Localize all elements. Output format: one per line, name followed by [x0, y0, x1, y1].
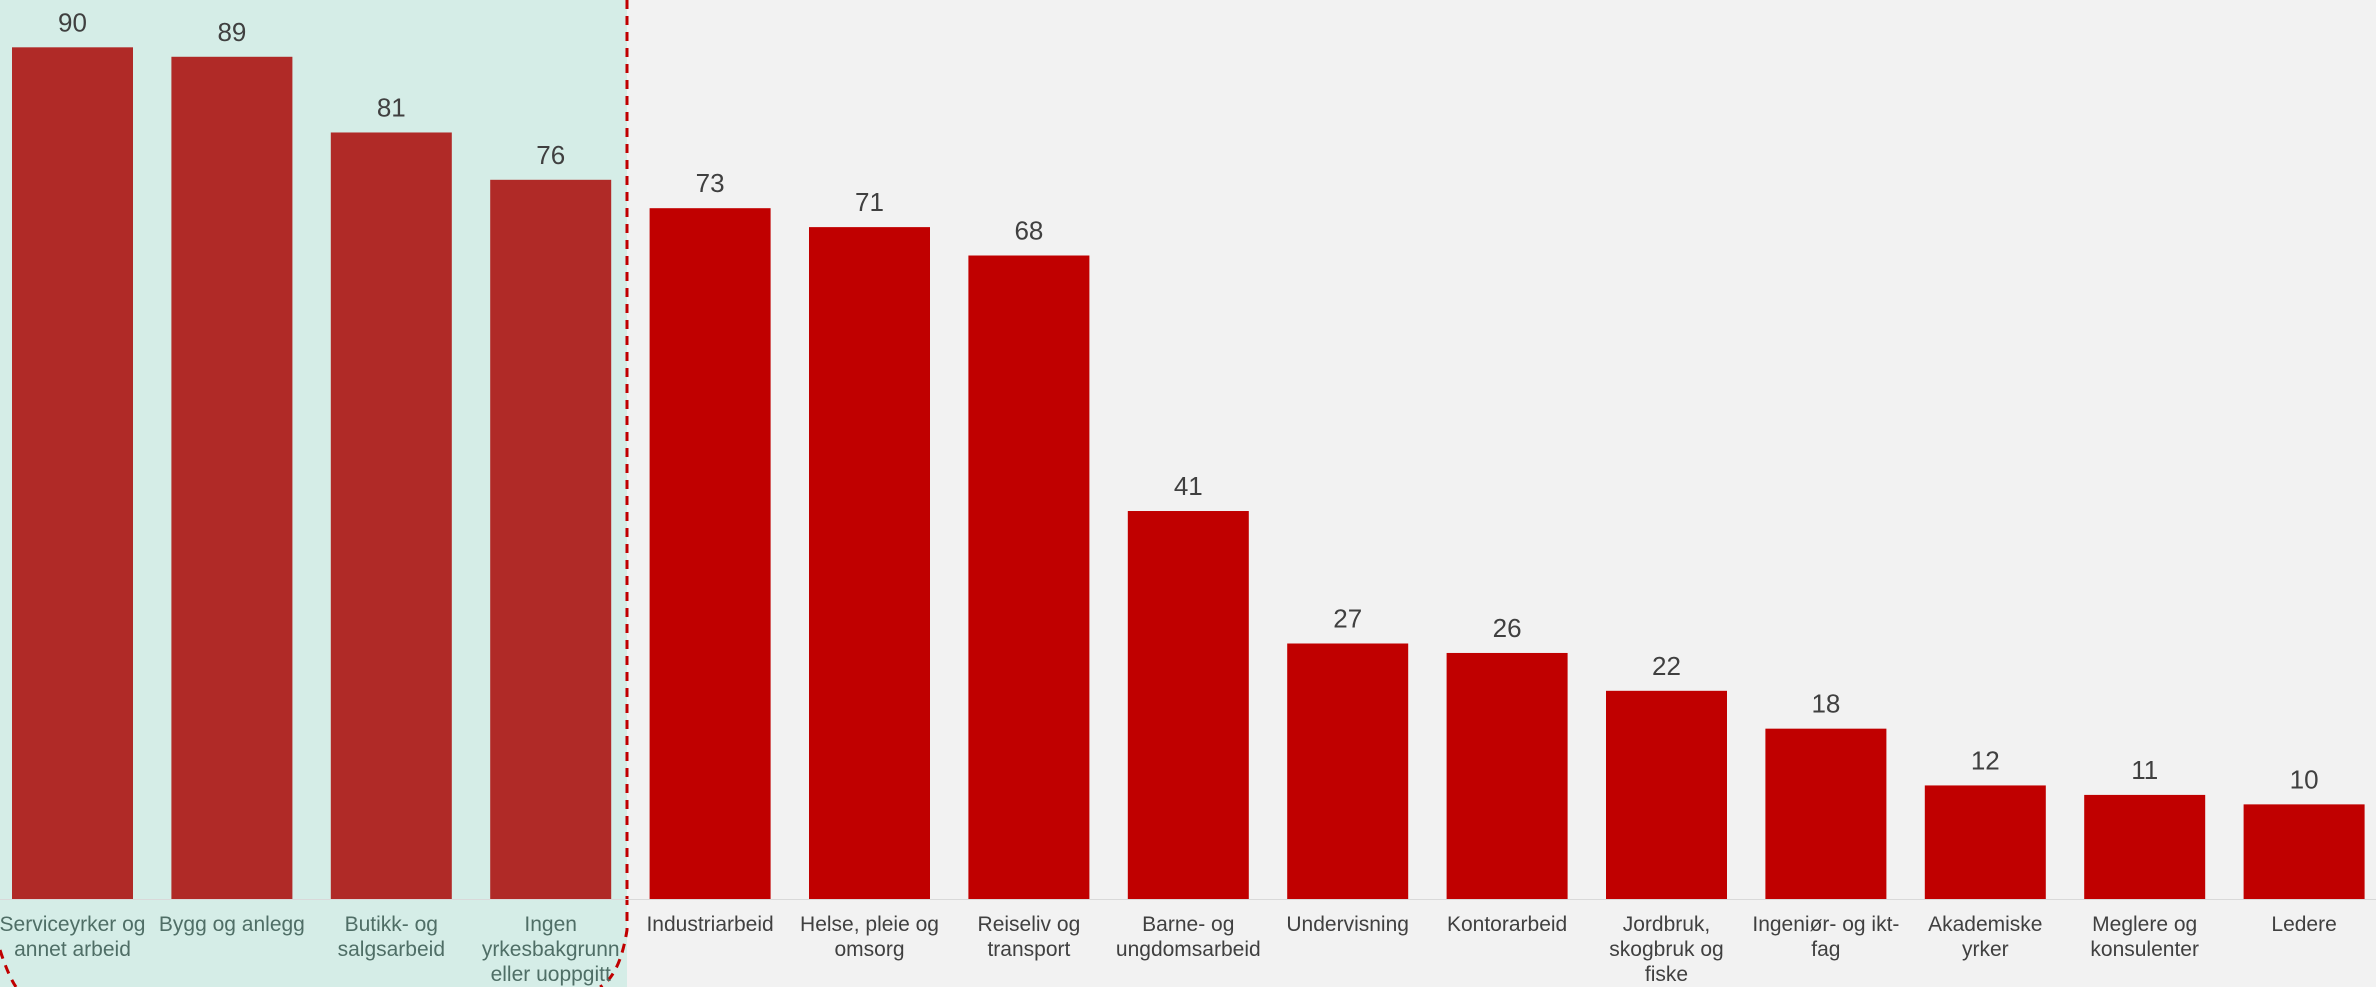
value-label: 11	[2131, 755, 2158, 785]
bar	[2243, 804, 2365, 899]
value-label: 27	[1333, 603, 1362, 633]
value-label: 12	[1971, 745, 2000, 775]
bar	[490, 179, 612, 900]
x-tick-label: Kontorarbeid	[1446, 913, 1568, 936]
value-label: 18	[1811, 689, 1840, 719]
x-tick-label: Bygg og anlegg	[158, 913, 305, 936]
value-label: 26	[1493, 613, 1522, 643]
bar	[1446, 652, 1568, 899]
x-tick-label: Industriarbeid	[646, 913, 774, 936]
highlight-border	[0, 949, 18, 987]
x-tick-label: Meglere og konsulenter	[2090, 913, 2199, 961]
bar	[1127, 511, 1249, 899]
x-tick-label: Ledere	[2271, 913, 2337, 936]
x-tick-label: Helse, pleie og omsorg	[800, 913, 939, 961]
x-tick-label: Serviceyrker og annet arbeid	[0, 913, 146, 961]
value-label: 76	[536, 140, 565, 170]
x-tick-label: Butikk- og salgsarbeid	[337, 913, 445, 961]
value-label: 22	[1652, 651, 1681, 681]
bar	[1287, 643, 1409, 899]
value-label: 73	[696, 168, 725, 198]
x-tick-label: Akademiske yrker	[1928, 913, 2043, 961]
value-label: 41	[1174, 471, 1203, 501]
value-label: 89	[217, 17, 246, 47]
x-tick-label: Undervisning	[1286, 913, 1409, 936]
bar	[12, 47, 133, 899]
bar	[171, 56, 293, 900]
highlight-border	[599, 0, 629, 987]
bar	[1606, 690, 1727, 899]
value-label: 81	[377, 92, 406, 122]
bar	[1765, 728, 1887, 899]
value-label: 71	[855, 187, 884, 217]
x-tick-label: Barne- og ungdomsarbeid	[1115, 913, 1261, 961]
x-tick-label: Ingen yrkesbakgrunn eller uoppgitt	[481, 913, 620, 986]
bar	[1924, 785, 2046, 899]
x-tick-label: Jordbruk, skogbruk og fiske	[1609, 913, 1724, 986]
x-tick-label: Ingeniør- og ikt-fag	[1752, 913, 1900, 961]
value-label: 90	[58, 7, 87, 37]
value-label: 10	[2290, 764, 2319, 794]
bar	[968, 255, 1090, 900]
bar	[809, 227, 930, 899]
bar	[330, 132, 452, 900]
x-tick-label: Reiseliv og transport	[977, 913, 1081, 961]
value-label: 68	[1014, 216, 1043, 246]
bar	[2084, 794, 2206, 899]
bar	[649, 208, 771, 900]
